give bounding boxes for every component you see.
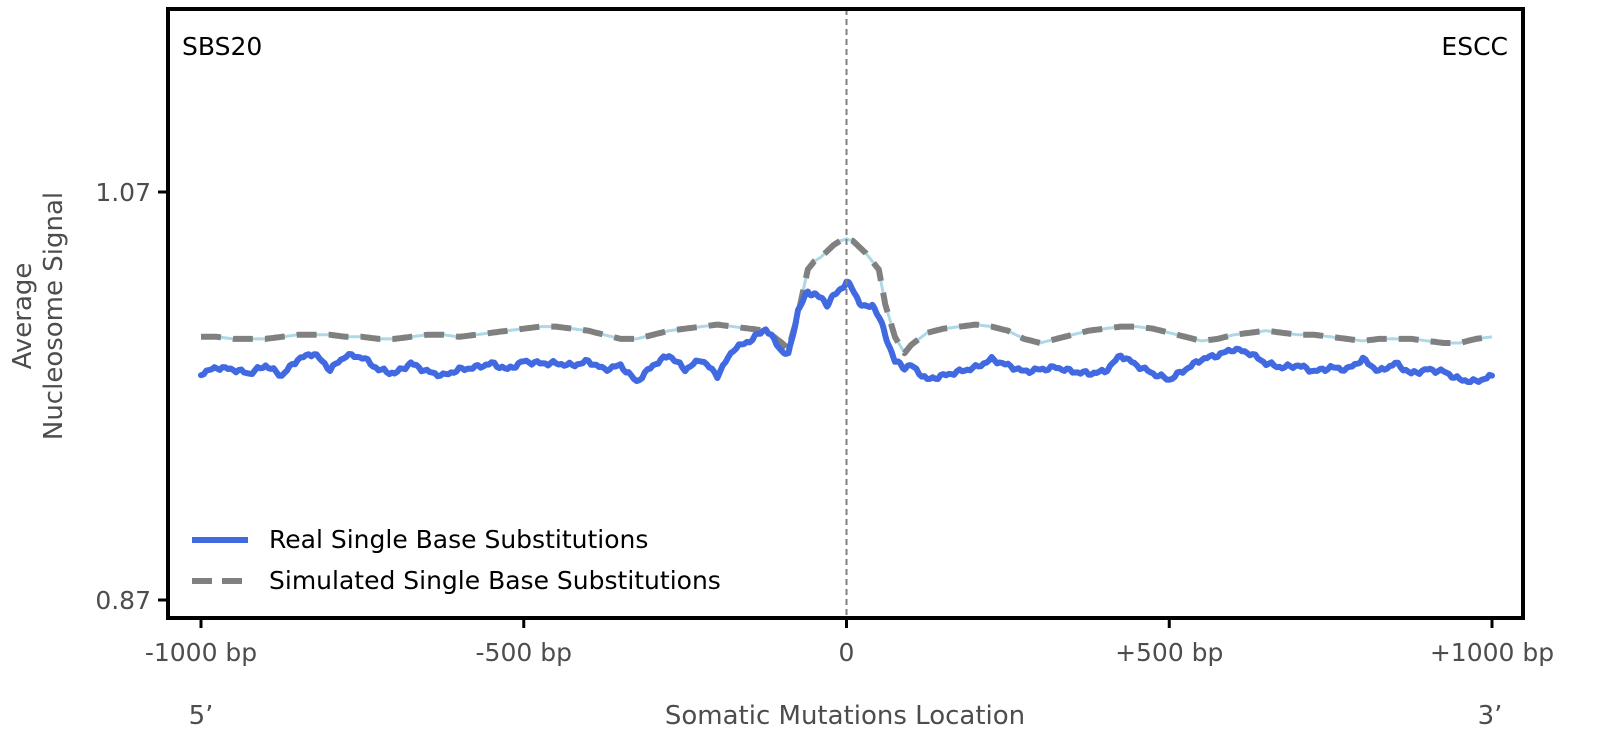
x-tick-label: +500 bp xyxy=(1115,638,1223,667)
top-right-cancer-type-label: ESCC xyxy=(1441,32,1508,61)
x-tick-label: -1000 bp xyxy=(145,638,257,667)
series-simulated-line xyxy=(200,235,1493,357)
y-tick-label: 1.07 xyxy=(95,178,151,207)
y-axis-title-line-1: Average xyxy=(8,263,38,370)
y-axis-title-line-2: Nucleosome Signal xyxy=(39,192,69,440)
five-prime-label: 5’ xyxy=(189,701,214,731)
legend-label-simulated: Simulated Single Base Substitutions xyxy=(269,566,721,595)
x-tick-label: 0 xyxy=(839,638,855,667)
y-tick-label: 0.87 xyxy=(95,586,151,615)
x-tick-label: -500 bp xyxy=(476,638,572,667)
legend-label-real: Real Single Base Substitutions xyxy=(269,525,648,554)
legend: Real Single Base Substitutions Simulated… xyxy=(192,525,721,595)
three-prime-label: 3’ xyxy=(1478,701,1503,731)
x-axis-title: Somatic Mutations Location xyxy=(665,701,1025,731)
x-tick-label: +1000 bp xyxy=(1430,638,1554,667)
ticks-layer: -1000 bp -500 bp 0 +500 bp +1000 bp 1.07 0.87 xyxy=(95,178,1554,667)
top-left-signature-label: SBS20 xyxy=(182,32,262,61)
